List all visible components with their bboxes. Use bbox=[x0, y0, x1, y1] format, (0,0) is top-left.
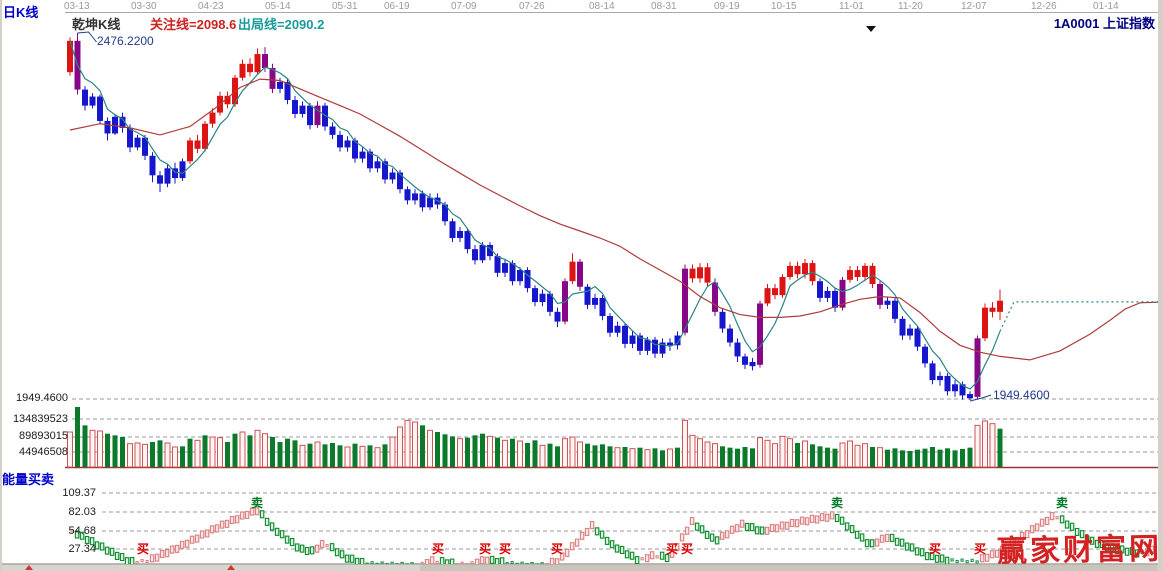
buy-marker: 买 bbox=[499, 542, 512, 556]
date-tick: 08-31 bbox=[651, 1, 677, 12]
volume-scale-label: 134839523 bbox=[12, 413, 68, 425]
date-tick: 08-14 bbox=[589, 1, 615, 12]
energy-scale-label: 54.68 bbox=[68, 525, 96, 537]
watch-line-value: 关注线=2098.6 bbox=[150, 17, 237, 32]
energy-scale-label: 27.34 bbox=[68, 543, 96, 555]
energy-scale-label: 109.37 bbox=[62, 487, 96, 499]
date-tick: 05-14 bbox=[265, 1, 291, 12]
date-tick: 07-09 bbox=[451, 1, 477, 12]
indicator-name: 乾坤K线 bbox=[72, 17, 121, 32]
buy-marker: 买 bbox=[137, 542, 150, 556]
scroll-marker-icon bbox=[25, 565, 33, 570]
date-tick: 03-13 bbox=[64, 1, 90, 12]
date-tick: 09-19 bbox=[714, 1, 740, 12]
exit-line-value: 出局线=2090.2 bbox=[238, 17, 325, 32]
buy-marker: 买 bbox=[681, 542, 694, 556]
date-tick: 01-14 bbox=[1093, 1, 1119, 12]
date-tick: 11-01 bbox=[839, 1, 864, 12]
energy-scale-label: 82.03 bbox=[68, 506, 96, 518]
instrument-name: 上证指数 bbox=[1102, 16, 1155, 31]
buy-marker: 买 bbox=[666, 542, 679, 556]
date-tick: 12-07 bbox=[961, 1, 987, 12]
buy-marker: 买 bbox=[551, 542, 564, 556]
price-high-annotation: 2476.2200 bbox=[97, 34, 154, 48]
sell-marker: 卖 bbox=[831, 496, 844, 510]
price-low-annotation: 1949.4600 bbox=[993, 388, 1050, 402]
energy-panel-title: 能量买卖 bbox=[2, 472, 55, 487]
dropdown-arrow-icon[interactable] bbox=[866, 26, 876, 32]
date-tick: 05-31 bbox=[332, 1, 358, 12]
sell-marker: 卖 bbox=[251, 496, 264, 510]
buy-marker: 买 bbox=[929, 542, 942, 556]
date-tick: 10-15 bbox=[771, 1, 797, 12]
date-tick: 06-19 bbox=[384, 1, 410, 12]
window-border bbox=[0, 0, 2, 571]
kline-period-label[interactable]: 日K线 bbox=[3, 5, 39, 20]
date-tick: 07-26 bbox=[519, 1, 545, 12]
buy-marker: 买 bbox=[974, 542, 987, 556]
date-tick: 03-30 bbox=[131, 1, 157, 12]
sell-marker: 卖 bbox=[1056, 496, 1069, 510]
window-border bbox=[1158, 0, 1163, 571]
date-tick: 12-26 bbox=[1031, 1, 1057, 12]
date-tick: 11-20 bbox=[898, 1, 923, 12]
scrollbar-thumb[interactable] bbox=[420, 565, 1157, 571]
volume-scale-label: 89893015 bbox=[19, 430, 68, 442]
buy-marker: 买 bbox=[479, 542, 492, 556]
price-axis-min-label: 1949.4600 bbox=[16, 392, 68, 404]
date-tick: 04-23 bbox=[198, 1, 224, 12]
buy-marker: 买 bbox=[432, 542, 445, 556]
scroll-marker-icon bbox=[227, 565, 235, 570]
instrument-code: 1A0001 bbox=[1053, 16, 1100, 31]
instrument-title: 1A0001 上证指数 bbox=[1054, 13, 1155, 32]
volume-scale-label: 44946508 bbox=[19, 446, 68, 458]
